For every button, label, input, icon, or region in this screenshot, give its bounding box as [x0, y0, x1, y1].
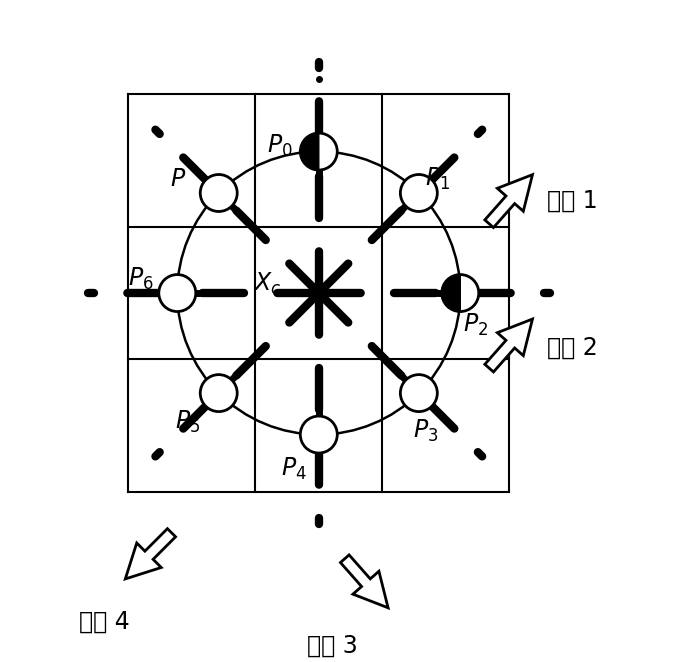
Circle shape [400, 375, 437, 412]
Text: $P_5$: $P_5$ [176, 409, 201, 435]
Polygon shape [300, 133, 319, 170]
Text: 方向 1: 方向 1 [547, 189, 597, 213]
Text: $X_c$: $X_c$ [253, 271, 281, 297]
Text: $P$: $P$ [170, 167, 186, 191]
Text: $P_1$: $P_1$ [424, 166, 450, 192]
Circle shape [400, 175, 437, 211]
FancyArrow shape [340, 555, 388, 608]
Polygon shape [442, 275, 460, 312]
Text: 方向 3: 方向 3 [307, 634, 358, 657]
Text: $P_4$: $P_4$ [281, 456, 307, 483]
Text: 方向 4: 方向 4 [79, 610, 130, 634]
Text: $P_3$: $P_3$ [413, 418, 439, 444]
Text: $P_6$: $P_6$ [128, 265, 154, 292]
Circle shape [442, 275, 479, 312]
Text: $P_0$: $P_0$ [267, 132, 292, 159]
Circle shape [200, 175, 237, 211]
Circle shape [300, 133, 337, 170]
Text: 方向 2: 方向 2 [547, 336, 598, 360]
Circle shape [159, 275, 196, 312]
Circle shape [200, 375, 237, 412]
Circle shape [300, 416, 337, 453]
FancyArrow shape [485, 319, 532, 372]
FancyArrow shape [485, 175, 532, 228]
FancyArrow shape [125, 529, 176, 579]
Text: $P_2$: $P_2$ [463, 312, 488, 338]
